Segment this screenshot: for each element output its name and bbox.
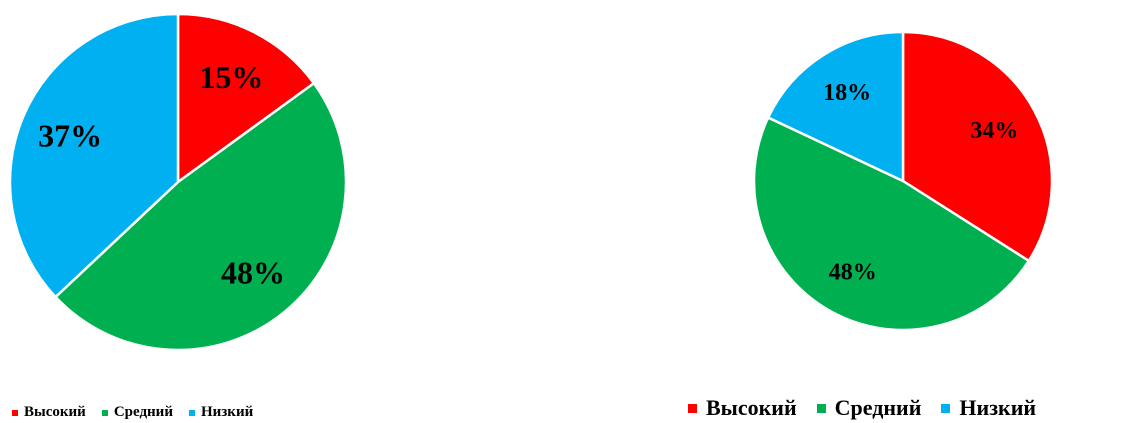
- legend-item-medium: Средний: [816, 395, 922, 421]
- legend-swatch-medium: [816, 403, 826, 413]
- legend-swatch-low: [188, 409, 195, 416]
- pie-label-high: 15%: [199, 59, 263, 95]
- legend-item-medium: Средний: [101, 404, 173, 421]
- legend-label-medium: Средний: [113, 404, 173, 420]
- legend-label-medium: Средний: [834, 395, 922, 420]
- pie-label-high: 34%: [970, 118, 1018, 144]
- pie-slice-high: [176, 12, 316, 185]
- legend-label-high: Высокий: [706, 395, 797, 420]
- legend-item-high: Высокий: [12, 404, 86, 421]
- pie-slice-medium: [752, 115, 1031, 332]
- legend-left: Высокий Средний Низкий: [12, 404, 269, 421]
- pie-label-medium: 48%: [221, 255, 285, 291]
- pie-chart-right: 34% 48% 18%: [752, 30, 1054, 332]
- legend-item-low: Низкий: [188, 404, 254, 421]
- legend-label-high: Высокий: [24, 404, 86, 420]
- legend-swatch-medium: [101, 409, 108, 416]
- pie-slice-low: [766, 30, 905, 183]
- pie-chart-left: 15% 48% 37%: [8, 12, 348, 352]
- legend-swatch-high: [12, 409, 18, 416]
- legend-swatch-high: [688, 403, 697, 413]
- pie-label-low: 18%: [823, 80, 871, 106]
- pie-label-low: 37%: [38, 117, 102, 153]
- pie-label-medium: 48%: [829, 259, 877, 285]
- legend-right: Высокий Средний Низкий: [688, 395, 1056, 421]
- legend-swatch-low: [941, 403, 951, 413]
- legend-item-high: Высокий: [688, 395, 797, 421]
- legend-label-low: Низкий: [959, 395, 1037, 420]
- legend-item-low: Низкий: [941, 395, 1036, 421]
- pie-slice-medium: [53, 81, 348, 352]
- legend-label-low: Низкий: [200, 404, 254, 420]
- pie-slice-low: [8, 12, 180, 299]
